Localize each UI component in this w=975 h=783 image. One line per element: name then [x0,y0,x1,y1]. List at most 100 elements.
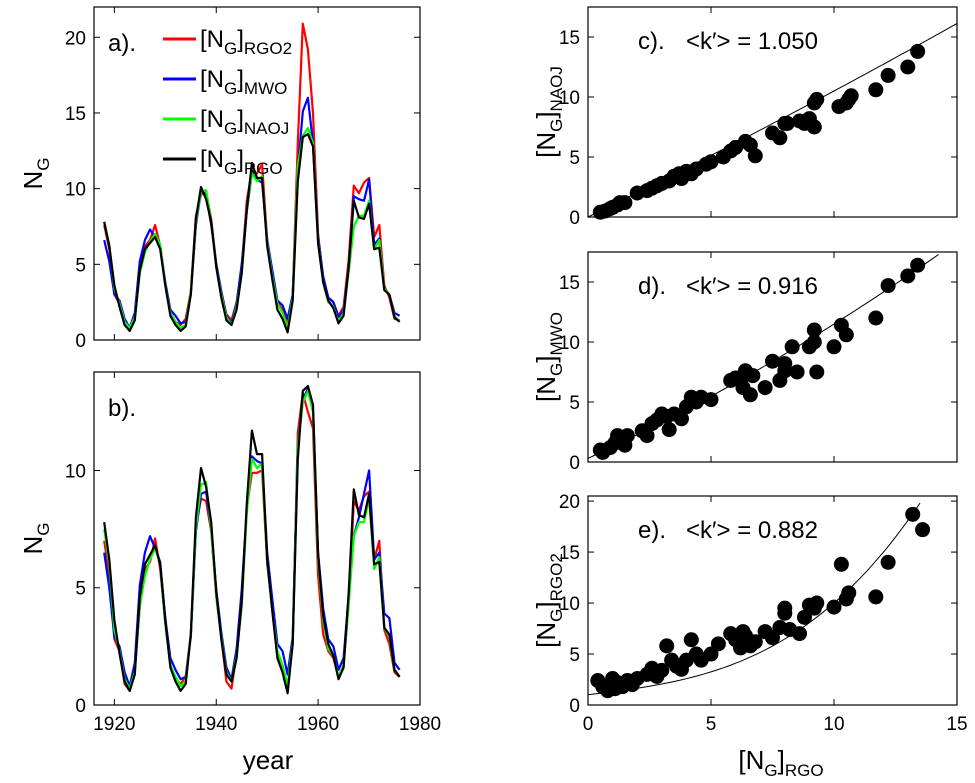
y-axis-title: NG [18,522,53,554]
series-line-ngrgo [103,133,401,334]
scatter-point [910,43,926,59]
panel-label: a). [108,30,136,57]
scatter-point [659,638,675,654]
scatter-point [745,368,761,384]
y-axis-title: NG [18,157,53,189]
k-annotation: <k′> = 1.050 [686,28,818,55]
y-tick-label: 0 [569,453,580,474]
scatter-point [806,322,822,338]
y-tick-label: 0 [75,331,86,352]
scatter-point [826,599,842,615]
plot-frame [587,6,958,218]
plot-frame [587,495,958,706]
x-tick-label: 1940 [195,714,237,735]
scatter-point [841,585,857,601]
k-annotation: <k′> = 0.882 [686,517,818,544]
scatter-point [673,411,689,427]
y-tick-label: 10 [559,333,580,354]
scatter-point [806,334,822,350]
plot-frame [93,371,421,706]
scatter-point [617,195,633,211]
legend-label: [NG]NAOJ [200,106,289,138]
scatter-point [619,428,635,444]
scatter-point [806,119,822,135]
x-tick-label: 10 [823,714,844,735]
panel-b-line-chart: 1920 1940 1960 1980 0 5 10 NG b). [18,371,441,735]
y-tick-label: 20 [65,28,86,49]
scatter-point [868,310,884,326]
scatter-point [809,595,825,611]
scatter-point [900,59,916,75]
scatter-point [915,522,931,538]
scatter-point [789,364,805,380]
plot-frame [93,6,421,341]
scatter-point [905,506,921,522]
y-axis-title: [NG]RGO2 [531,553,566,648]
scatter-point [779,115,795,131]
scatter-point [868,589,884,605]
y-tick-label: 5 [569,148,580,169]
scatter-point [868,82,884,98]
scatter-point [777,363,793,379]
scatter-point [792,626,808,642]
scatter-point [765,353,780,369]
scatter-point [654,662,670,678]
k-annotation: <k′> = 0.916 [686,273,818,300]
scatter-point [796,609,812,625]
y-tick-label: 5 [569,393,580,414]
scatter-point [639,428,655,444]
scatter-point [910,257,926,273]
scatter-point [838,327,854,343]
scatter-point [900,268,916,284]
scatter-point [710,636,726,652]
fit-curve [587,502,921,696]
panel-label: c). [638,28,665,55]
panel-label: e). [638,517,666,544]
scatter-point [661,422,677,438]
y-tick-label: 10 [559,88,580,109]
x-tick-label: 1920 [93,714,135,735]
y-tick-label: 10 [65,180,86,201]
scatter-point [747,148,763,164]
panel-d-scatter-chart: 0 5 10 15 [NG]MWO d). <k′> = 0.916 [531,251,958,474]
scatter-point [809,91,825,107]
y-tick-label: 15 [559,273,580,294]
x-tick-label: 5 [706,714,717,735]
scatter-point [703,154,719,170]
legend-label: [NG]RGO2 [200,26,292,58]
x-axis-title-year: year [243,745,294,775]
x-axis-title-ng-rgo: [NG]RGO [738,745,823,780]
y-tick-label: 10 [559,594,580,615]
y-tick-label: 15 [559,543,580,564]
legend-label: [NG]RGO [200,146,283,178]
scatter-point [880,278,896,294]
scatter-point [880,67,896,83]
x-tick-label: 0 [583,714,594,735]
panel-c-scatter-chart: 0 5 10 15 [NG]NAOJ c). <k′> = 1.050 [531,6,958,229]
scatter-point [784,339,800,355]
y-axis-title: [NG]MWO [531,312,566,402]
y-tick-label: 20 [559,492,580,513]
scatter-point [757,380,773,396]
y-tick-label: 0 [75,696,86,717]
y-tick-label: 5 [75,255,86,276]
panel-a-line-chart: 0 5 10 15 20 NG a). [NG]RGO2 [NG]MWO [NG]NAOJ [NG]… [18,6,421,352]
scatter-point [833,556,849,572]
scatter-point [683,632,699,648]
scatter-point [747,634,763,650]
plot-frame [587,251,958,463]
scatter-point [772,130,788,146]
y-tick-label: 0 [569,696,580,717]
x-tick-label: 15 [946,714,967,735]
panel-label: b). [108,395,136,422]
scatter-point [703,392,719,408]
y-tick-label: 5 [75,579,86,600]
y-tick-label: 15 [65,104,86,125]
x-tick-label: 1960 [297,714,339,735]
legend-label: [NG]MWO [200,66,287,98]
y-tick-label: 10 [65,461,86,482]
scatter-point [843,88,859,104]
x-tick-label: 1980 [399,714,441,735]
scatter-point [880,554,896,570]
y-axis-title: [NG]NAOJ [531,66,566,158]
